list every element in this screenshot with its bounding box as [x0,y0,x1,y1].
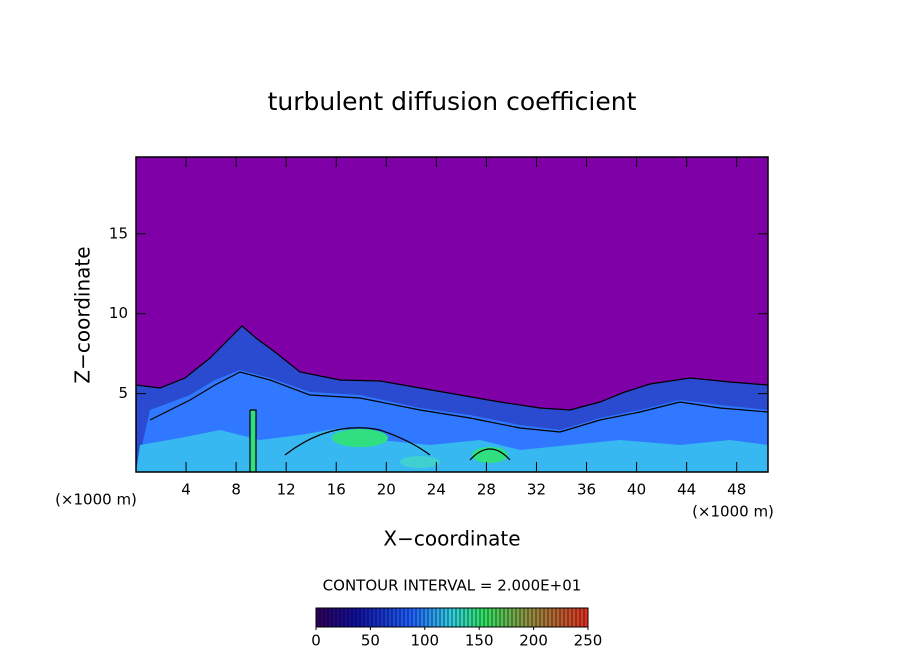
x-unit-label: (×1000 m) [692,503,774,521]
x-tick-label: 24 [427,481,446,499]
colorbar-tick-label: 100 [410,632,439,650]
field [136,325,768,472]
colorbar-tick-label: 0 [311,632,321,650]
x-tick-label: 20 [377,481,396,499]
colorbar-tick-label: 250 [574,632,603,650]
y-tick-label: 5 [118,384,128,402]
chart-title: turbulent diffusion coefficient [268,87,637,116]
x-tick-label: 40 [627,481,646,499]
x-tick-label: 36 [577,481,596,499]
annotation: CONTOUR INTERVAL = 2.000E+01 [323,577,582,595]
x-tick-label: 4 [181,481,191,499]
x-unit-label: (×1000 m) [55,491,137,509]
x-tick-label: 48 [727,481,746,499]
y-tick-label: 10 [109,304,128,322]
x-tick-label: 8 [231,481,241,499]
colorbar-tick-label: 50 [361,632,380,650]
x-tick-label: 28 [477,481,496,499]
colorbar-tick-label: 150 [465,632,494,650]
x-axis-label: X−coordinate [383,527,520,551]
y-tick-label: 15 [109,224,128,242]
x-tick-label: 32 [527,481,546,499]
x-tick-label: 44 [677,481,696,499]
colorbar-tick-label: 200 [519,632,548,650]
plot-frame [135,156,769,473]
x-tick-label: 16 [327,481,346,499]
x-tick-label: 12 [277,481,296,499]
y-axis-label: Z−coordinate [71,246,95,383]
